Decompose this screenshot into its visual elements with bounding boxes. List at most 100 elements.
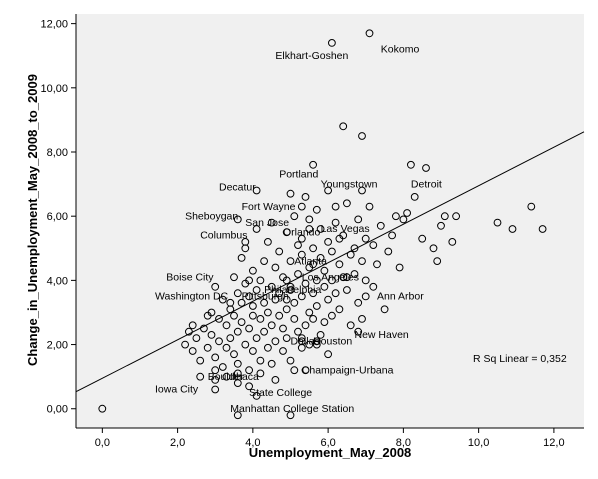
point-label: Champaign-Urbana [302,364,394,376]
data-point [297,337,306,346]
data-point [320,318,329,327]
data-point [233,289,242,298]
data-point [365,202,374,211]
data-point [282,334,291,343]
x-tick-label: 10,0 [468,437,489,449]
data-point [369,241,378,250]
data-point [282,228,291,237]
point-label: Sheboygan [185,210,238,222]
data-point [211,366,220,375]
point-label: Ithaca [230,371,259,383]
data-point [448,238,457,246]
data-point [335,260,344,269]
data-point [245,276,254,285]
data-point [380,305,389,314]
data-point [275,247,284,256]
point-label: Fort Wayne [242,201,296,213]
data-point [271,295,280,304]
data-point [297,202,306,211]
data-point [339,273,348,282]
data-point [279,347,287,355]
data-point [320,282,329,291]
data-point [98,404,107,413]
data-point [271,337,280,346]
data-point [233,215,242,224]
data-point [309,315,318,323]
fit-line-layer [75,131,585,393]
data-point [324,350,333,359]
data-point [527,202,536,211]
data-point [222,372,231,381]
data-point [331,202,340,211]
data-point [354,215,363,224]
data-point [249,311,257,320]
x-tick-label: 8,0 [396,437,411,449]
data-point [286,189,295,198]
data-point [211,385,220,394]
point-label: Elkhart-Goshen [275,50,348,62]
data-point [233,379,242,388]
point-label: Las Vegas [321,223,370,235]
x-tick-label: 2,0 [170,437,185,449]
data-point [312,276,321,285]
data-point [384,247,393,256]
data-point [320,266,329,275]
data-point [312,302,321,310]
data-point [233,327,242,336]
data-point [260,257,269,266]
y-axis-title: Change_in_Unemployment_May_2008_to_2009 [25,74,40,366]
y-tick-label: 0,00 [47,404,68,416]
y-tick-label: 4,00 [47,275,68,287]
data-point [264,343,272,352]
data-point [328,311,336,320]
data-point [301,321,310,330]
data-point [290,366,299,375]
y-tick-label: 12,00 [40,19,68,31]
data-point [233,359,242,368]
data-point [249,266,257,275]
data-point [297,234,306,243]
data-point [407,160,415,169]
data-point [418,234,427,243]
data-point [256,369,265,378]
data-point [324,295,333,304]
data-point [192,334,201,343]
data-point [369,282,378,291]
data-point [335,234,344,243]
data-point [354,298,363,307]
data-point [508,225,517,233]
data-point [335,305,344,314]
data-point [294,327,302,336]
data-point [312,340,321,349]
data-point [309,289,318,298]
axes-layer: 0,0 2,0 4,0 6,0 8,0 10,0 12,0 0,00 2,00 4,00 6,00 8… [40,14,584,449]
data-point [433,257,442,266]
point-label: Philadelphia [264,284,321,296]
data-point [222,321,231,330]
data-point [230,311,238,320]
data-point [290,212,299,221]
point-labels-layer: Kokomo Elkhart-Goshen Detroit PortlandYoung… [155,44,442,416]
data-point [452,212,461,221]
data-point [203,311,212,320]
data-point [279,324,287,333]
point-label: Iowa City [155,384,199,396]
point-label: Orlando [283,226,321,238]
data-point [346,321,355,330]
y-tick-label: 2,00 [47,340,68,352]
data-point [290,298,299,307]
point-label: Youngstown [321,178,378,190]
data-point [264,308,272,317]
point-label: Boulder [208,371,245,383]
data-point [230,350,238,359]
point-label: Houston [313,336,352,348]
data-point [267,359,276,368]
data-point [188,347,197,355]
data-point [249,347,257,355]
data-point [218,295,227,304]
data-point [241,238,250,246]
data-point [286,257,295,266]
data-point [237,254,246,262]
point-label: Detroit [411,178,442,190]
